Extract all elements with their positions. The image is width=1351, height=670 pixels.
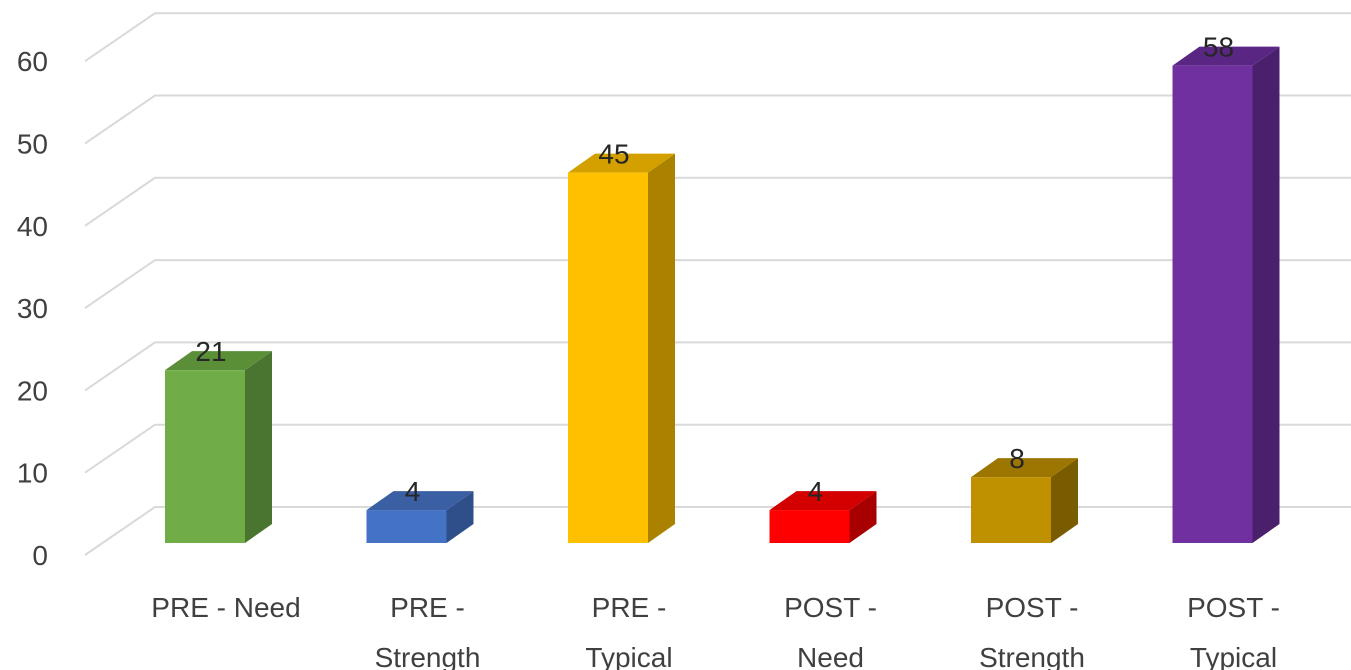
- grid-layer: [84, 12, 1351, 556]
- gridline: [84, 259, 1351, 309]
- data-label: 58: [1203, 32, 1234, 63]
- x-tick-label: Typical: [585, 642, 672, 670]
- bar: [165, 351, 272, 543]
- y-tick-label: 20: [17, 375, 48, 406]
- bar: [769, 491, 877, 543]
- bar-front: [366, 510, 447, 543]
- data-labels: 21 4 45 4 8 58: [195, 32, 1234, 507]
- y-tick-label: 40: [17, 211, 48, 242]
- gridline: [84, 176, 1351, 227]
- bar: [366, 491, 474, 543]
- bar-side: [648, 153, 675, 543]
- bar-front: [1172, 65, 1253, 543]
- x-tick-label: PRE - Need: [151, 592, 300, 623]
- data-label: 4: [808, 476, 824, 507]
- x-tick-label: Strength: [979, 642, 1085, 670]
- gridline: [84, 341, 1351, 392]
- x-tick-label: PRE -: [592, 592, 667, 623]
- x-tick-label: Need: [797, 642, 864, 670]
- x-tick-label: PRE -: [390, 592, 465, 623]
- data-label: 4: [405, 476, 421, 507]
- bar-top: [1172, 46, 1280, 66]
- bar: [1172, 46, 1280, 543]
- x-axis: PRE - Need PRE - Strength PRE - Typical POST …: [151, 592, 1280, 670]
- y-tick-label: 50: [17, 129, 48, 160]
- bar-side: [1252, 46, 1280, 543]
- y-tick-label: 30: [17, 293, 48, 324]
- bars: [165, 46, 1280, 543]
- bar-front: [165, 370, 245, 543]
- data-label: 21: [195, 336, 226, 367]
- x-tick-label: POST -: [784, 592, 877, 623]
- bar-top: [568, 153, 675, 173]
- x-tick-label: Typical: [1190, 642, 1277, 670]
- gridline: [84, 12, 1351, 63]
- bar-side: [849, 491, 877, 543]
- bar-front: [568, 172, 648, 543]
- bar: [971, 458, 1078, 543]
- bar-top: [971, 458, 1078, 478]
- bar-side: [446, 491, 474, 543]
- bar-top: [366, 491, 474, 511]
- gridline: [84, 506, 1351, 556]
- bar-side: [1051, 458, 1078, 543]
- bar-side: [245, 351, 272, 543]
- bar-front: [769, 510, 850, 543]
- data-label: 45: [598, 139, 629, 170]
- x-tick-label: POST -: [1187, 592, 1280, 623]
- x-tick-label: POST -: [986, 592, 1079, 623]
- bar-top: [165, 351, 272, 371]
- gridline: [84, 423, 1351, 474]
- y-axis: 0 10 20 30 40 50 60: [17, 46, 48, 571]
- y-tick-label: 0: [32, 540, 48, 571]
- bar: [568, 153, 675, 543]
- bar-front: [971, 477, 1051, 543]
- y-tick-label: 10: [17, 458, 48, 489]
- x-tick-label: Strength: [375, 642, 481, 670]
- y-tick-label: 60: [17, 46, 48, 77]
- gridline: [84, 94, 1351, 145]
- data-label: 8: [1009, 443, 1025, 474]
- bar-top: [769, 491, 877, 511]
